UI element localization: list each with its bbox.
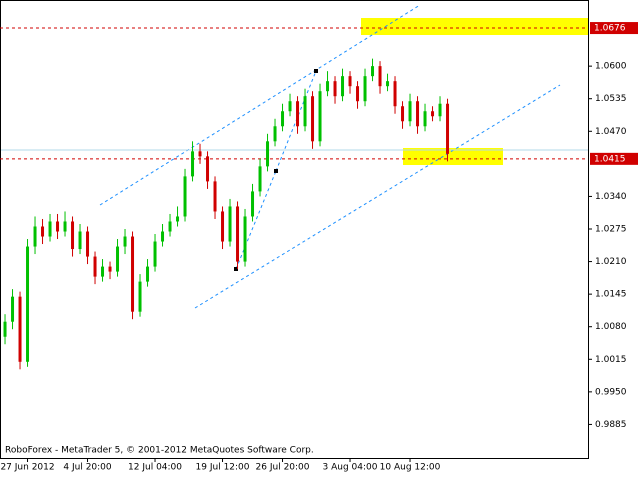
channel-upper bbox=[99, 4, 421, 206]
candle-body bbox=[93, 256, 97, 277]
candle-body bbox=[3, 321, 7, 337]
x-tick-label: 12 Jul 04:00 bbox=[128, 463, 182, 473]
candle-body bbox=[198, 151, 202, 157]
candle-body bbox=[281, 111, 285, 127]
x-tick-label: 4 Jul 20:00 bbox=[63, 463, 112, 473]
candle-body bbox=[363, 76, 367, 102]
candle-body bbox=[416, 101, 420, 127]
candle-body bbox=[18, 296, 22, 362]
candle-body bbox=[63, 221, 67, 232]
candle-body bbox=[318, 91, 322, 142]
candle-body bbox=[213, 181, 217, 212]
candle-body bbox=[356, 86, 360, 102]
price-label-box bbox=[590, 22, 638, 35]
candle-body bbox=[438, 103, 442, 117]
y-tick-label: 1.0080 bbox=[595, 322, 627, 332]
candle-body bbox=[333, 81, 337, 97]
channel-lower bbox=[194, 84, 561, 309]
candle-body bbox=[431, 111, 435, 117]
x-tick-label: 27 Jun 2012 bbox=[0, 463, 54, 473]
price-label: 1.0676 bbox=[594, 24, 626, 34]
candle-body bbox=[303, 96, 307, 127]
candle-body bbox=[288, 101, 292, 112]
candle-body bbox=[243, 216, 247, 262]
footer: RoboForex - MetaTrader 5, © 2001-2012 Me… bbox=[5, 446, 314, 456]
candle-body bbox=[33, 226, 37, 247]
candle-body bbox=[26, 246, 30, 362]
y-tick-label: 1.0535 bbox=[595, 94, 627, 104]
candle-body bbox=[11, 296, 15, 322]
candle-body bbox=[258, 166, 262, 192]
candle-body bbox=[86, 231, 90, 257]
candle-body bbox=[206, 156, 210, 182]
candle-body bbox=[378, 66, 382, 87]
price-label-box bbox=[590, 152, 638, 165]
x-tick-label: 19 Jul 12:00 bbox=[196, 463, 250, 473]
wave-point bbox=[234, 267, 238, 271]
y-tick-label: 0.9885 bbox=[595, 420, 627, 430]
candle-body bbox=[48, 221, 52, 237]
candle-body bbox=[251, 191, 255, 217]
candle-body bbox=[131, 236, 135, 312]
candle-body bbox=[108, 266, 112, 272]
y-tick-label: 1.0340 bbox=[595, 192, 627, 202]
candle-body bbox=[161, 231, 165, 242]
candle-body bbox=[401, 106, 405, 122]
candle-body bbox=[123, 236, 127, 247]
candle-body bbox=[341, 76, 345, 97]
candle-body bbox=[138, 281, 142, 312]
candle-body bbox=[71, 221, 75, 250]
wave-point bbox=[314, 69, 318, 73]
channel-lines bbox=[99, 4, 561, 309]
y-tick-label: 1.0600 bbox=[595, 62, 627, 72]
candle-body bbox=[56, 221, 60, 232]
wave-points bbox=[234, 69, 318, 271]
candle-body bbox=[296, 101, 300, 127]
candle-body bbox=[41, 226, 45, 237]
y-tick-label: 0.9950 bbox=[595, 387, 627, 397]
candle-body bbox=[446, 103, 450, 154]
y-tick-label: 1.0275 bbox=[595, 225, 627, 235]
x-tick-label: 3 Aug 04:00 bbox=[323, 463, 378, 473]
candle-body bbox=[236, 206, 240, 262]
candle-body bbox=[146, 266, 150, 282]
candle-body bbox=[221, 211, 225, 242]
candle-body bbox=[116, 246, 120, 272]
x-tick-label: 26 Jul 20:00 bbox=[256, 463, 310, 473]
candle-body bbox=[408, 101, 412, 122]
target-zone bbox=[403, 148, 503, 165]
candle-body bbox=[101, 266, 105, 277]
candle-body bbox=[266, 141, 270, 167]
candle-body bbox=[168, 221, 172, 232]
y-tick-label: 1.0145 bbox=[595, 290, 627, 300]
candle-body bbox=[326, 81, 330, 92]
candle-body bbox=[393, 81, 397, 107]
x-tick-label: 10 Aug 12:00 bbox=[380, 463, 441, 473]
candle-body bbox=[386, 81, 390, 87]
candle-body bbox=[423, 111, 427, 127]
candle-body bbox=[191, 151, 195, 177]
candle-body bbox=[153, 241, 157, 267]
y-tick-label: 1.0015 bbox=[595, 355, 627, 365]
y-tick-label: 1.0210 bbox=[595, 257, 627, 267]
candle-body bbox=[273, 126, 277, 142]
candle-body bbox=[348, 76, 352, 87]
candle-body bbox=[311, 96, 315, 142]
price-label: 1.0415 bbox=[594, 154, 626, 164]
candle-body bbox=[228, 206, 232, 242]
target-zone bbox=[361, 18, 588, 35]
candle-body bbox=[371, 66, 375, 77]
candle-body bbox=[78, 231, 82, 250]
y-tick-label: 1.0470 bbox=[595, 127, 627, 137]
candle-body bbox=[176, 216, 180, 222]
candle-body bbox=[183, 176, 187, 217]
wave-point bbox=[274, 169, 278, 173]
